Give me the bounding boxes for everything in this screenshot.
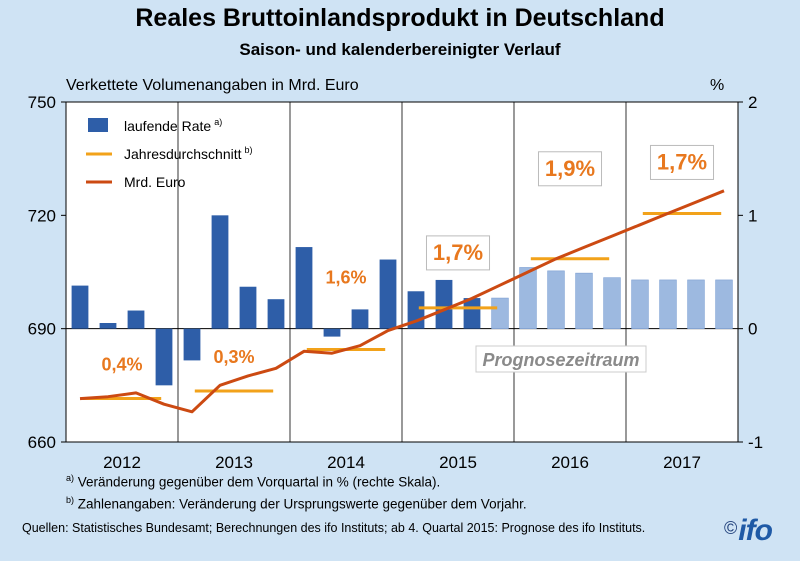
bar-prognosis [687,279,705,329]
bar [295,247,313,329]
legend-label: laufende Rate a) [124,117,222,134]
bar [127,310,145,329]
annual-growth-label: 1,9% [545,156,595,181]
annual-label-box [537,151,603,187]
right-axis-unit: % [710,77,725,94]
bar-prognosis [631,279,649,329]
legend-mark: a) [214,117,222,127]
legend-mark: b) [245,145,253,155]
right-tick-label: -1 [748,433,763,452]
chart-title: Reales Bruttoinlandsprodukt in Deutschla… [135,4,665,32]
year-label: 2012 [103,453,141,472]
copyright-mark: © [724,518,737,538]
bar [99,323,117,329]
bar-prognosis [519,267,537,329]
annual-growth-label: 0,3% [213,347,254,367]
footnote-a-text: Veränderung gegenüber dem Vorquartal in … [77,474,441,490]
bar [323,328,341,337]
year-label: 2017 [663,453,701,472]
annual-growth-label: 0,4% [101,355,142,375]
year-label: 2013 [215,453,253,472]
prognosis-label-box [475,345,647,373]
legend-label: Jahresdurchschnitt b) [124,145,253,162]
annual-growth-label: 1,6% [325,267,366,287]
left-tick-label: 720 [28,206,56,225]
year-label: 2015 [439,453,477,472]
bar-prognosis [659,279,677,329]
bar [155,328,173,386]
year-label: 2014 [327,453,365,472]
bar-prognosis [547,270,565,329]
left-tick-label: 750 [28,93,56,112]
bar [71,285,89,329]
bar-prognosis [603,277,621,329]
annual-label-box [649,144,715,180]
bar [435,279,453,329]
left-tick-label: 690 [28,320,56,339]
annual-label-box [425,235,491,271]
right-tick-label: 1 [748,206,757,225]
bar [183,328,201,361]
prognosis-label: Prognosezeitraum [482,350,639,370]
bar [379,259,397,329]
footnote-b: b) Zahlenangaben: Veränderung der Urspru… [66,492,527,513]
bar [463,298,481,329]
bar [351,309,369,329]
chart-subtitle: Saison- und kalenderbereinigter Verlauf [239,40,561,59]
footnote-a: a) Veränderung gegenüber dem Vorquartal … [66,470,440,491]
annual-growth-label: 1,7% [657,149,707,174]
footnote-b-mark: b) [66,495,75,505]
bar [239,286,257,329]
right-tick-label: 2 [748,93,757,112]
ifo-logo: ©ifo [724,514,773,548]
left-axis-unit: Verkettete Volumenangaben in Mrd. Euro [66,77,359,94]
annual-growth-label: 1,7% [433,240,483,265]
footnote-b-text: Zahlenangaben: Veränderung der Ursprungs… [77,496,527,512]
left-tick-label: 660 [28,433,56,452]
right-tick-label: 0 [748,320,757,339]
legend-swatch-bar [88,118,108,132]
logo-text: ifo [738,514,773,547]
bar-prognosis [575,272,593,329]
bar-prognosis [715,279,733,329]
mrd-euro-line [79,189,725,414]
legend-label: Mrd. Euro [124,174,186,190]
footnote-a-mark: a) [66,473,75,483]
bar [211,215,229,329]
bar-prognosis [491,297,509,329]
source-note: Quellen: Statistisches Bundesamt; Berech… [22,521,646,535]
bar [267,299,285,329]
year-label: 2016 [551,453,589,472]
